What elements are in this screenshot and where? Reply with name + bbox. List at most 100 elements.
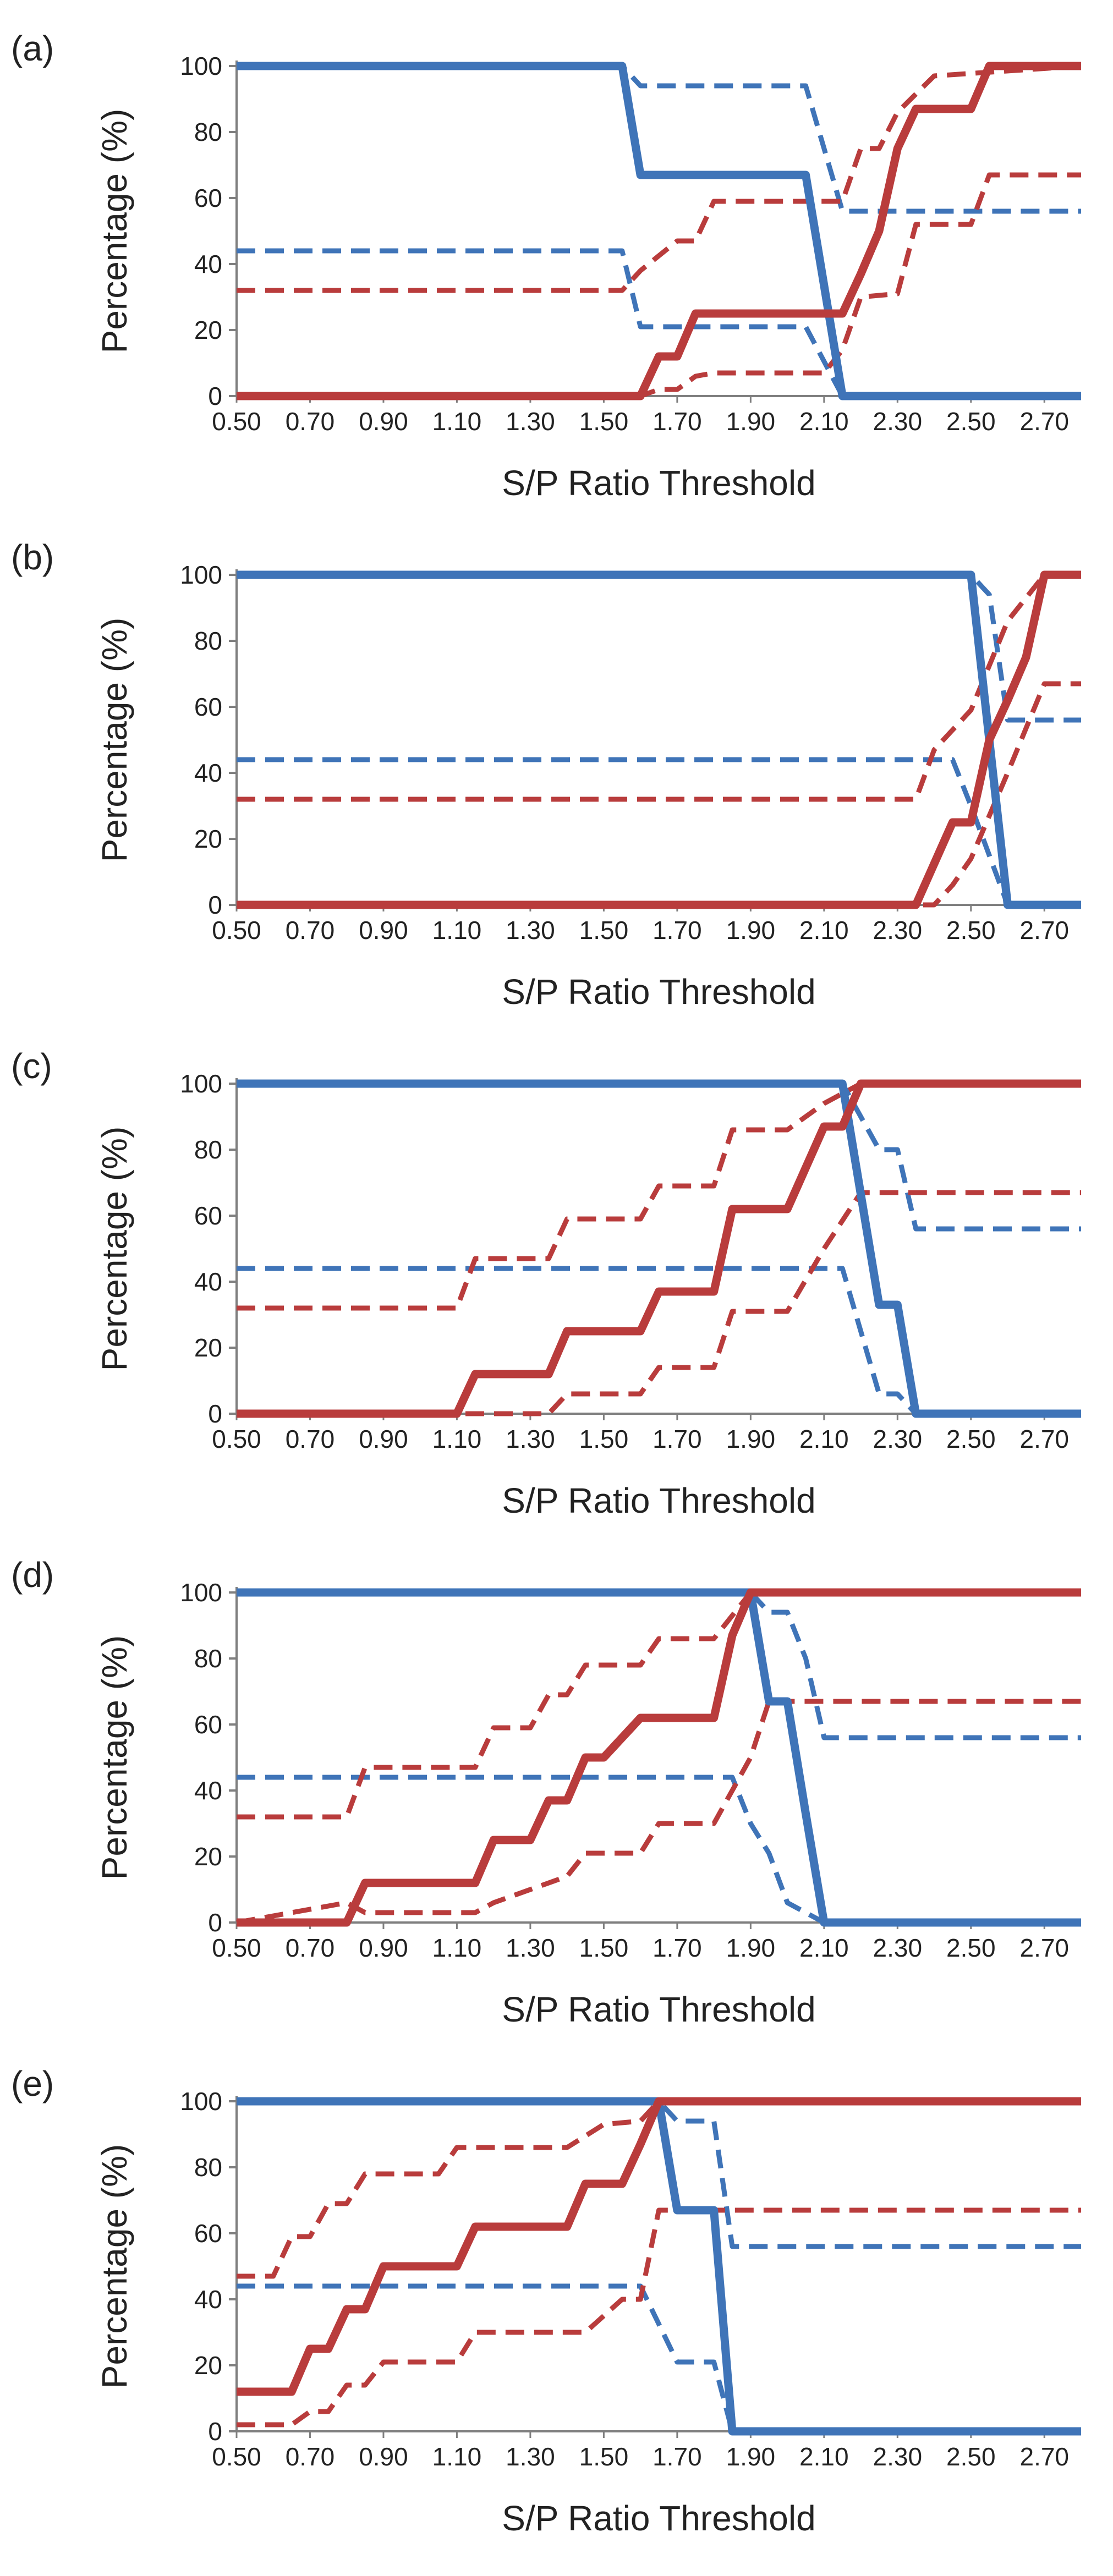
y-tick-label: 80 [194, 1135, 222, 1164]
y-tick-label: 80 [194, 118, 222, 146]
series-red-dash-upper [237, 63, 1082, 293]
y-tick-label: 0 [208, 382, 222, 410]
y-tick-label: 20 [194, 1333, 222, 1362]
x-tick-label: 2.50 [946, 1425, 996, 1453]
series-blue-solid [237, 570, 1081, 909]
x-tick-label: 1.30 [506, 916, 555, 944]
x-tick-label: 2.30 [873, 916, 923, 944]
series-red-dash-upper [237, 572, 1081, 802]
x-tick-label: 1.50 [579, 2442, 629, 2471]
x-tick-label: 2.30 [873, 407, 923, 436]
x-tick-label: 1.90 [726, 407, 776, 436]
panel-label: (e) [11, 2064, 54, 2103]
chart-panel: (d) 0 20 40 60 80 100 0.50 0.70 0.90 1.10 1.30 1.50 1… [11, 1555, 1081, 2029]
x-tick-label: 2.50 [946, 916, 996, 944]
series-red-solid [237, 2097, 1081, 2396]
series-blue-solid [237, 62, 1081, 400]
x-axis-title: S/P Ratio Threshold [502, 2498, 815, 2538]
x-tick-label: 1.50 [579, 1934, 629, 1962]
chart-panel: (b) 0 20 40 60 80 100 0.50 0.70 0.90 1.10 1.30 1.50 1… [11, 537, 1081, 1012]
y-axis-title: Percentage (%) [95, 1127, 134, 1371]
y-tick-label: 20 [194, 316, 222, 344]
series-red-solid [237, 62, 1081, 400]
series-red-dash-lower [237, 1190, 1081, 1416]
x-tick-label: 2.10 [799, 2442, 849, 2471]
panel-label: (c) [11, 1046, 52, 1086]
series-blue-dash-upper [237, 63, 1081, 214]
y-tick-label: 20 [194, 1842, 222, 1871]
series-blue-dash-lower [237, 248, 1081, 399]
y-tick-label: 60 [194, 1201, 222, 1230]
y-tick-label: 100 [180, 52, 222, 80]
x-tick-label: 0.70 [286, 1934, 335, 1962]
y-tick-label: 40 [194, 759, 222, 787]
x-tick-label: 1.30 [506, 407, 555, 436]
series-blue-solid [237, 2097, 1081, 2436]
x-tick-label: 1.30 [506, 1934, 555, 1962]
y-tick-label: 40 [194, 250, 222, 278]
series-red-dash-lower [236, 1699, 1081, 1925]
x-tick-label: 1.50 [579, 916, 629, 944]
y-tick-label: 100 [180, 1069, 222, 1098]
series-blue-dash-upper [237, 1081, 1081, 1232]
series-blue-dash-upper [237, 1590, 1081, 1740]
x-tick-label: 0.70 [286, 2442, 335, 2471]
x-tick-label: 0.90 [359, 2442, 408, 2471]
y-tick-label: 0 [208, 1908, 222, 1937]
x-tick-label: 2.10 [799, 916, 849, 944]
y-tick-label: 60 [194, 693, 222, 721]
x-tick-label: 0.90 [359, 1425, 408, 1453]
x-tick-label: 2.70 [1019, 407, 1069, 436]
series-red-dash-upper [237, 1590, 1081, 1820]
x-tick-label: 1.10 [432, 407, 482, 436]
y-tick-label: 100 [180, 1578, 222, 1607]
series-blue-dash-upper [237, 572, 1081, 723]
panel-label: (a) [11, 29, 54, 68]
x-tick-label: 1.10 [432, 1425, 482, 1453]
y-tick-label: 60 [194, 2219, 222, 2248]
y-tick-label: 40 [194, 2285, 222, 2314]
x-tick-label: 0.50 [212, 2442, 261, 2471]
x-tick-label: 1.30 [506, 1425, 555, 1453]
series-red-dash-upper [237, 1081, 1081, 1311]
series-red-solid [237, 1079, 1081, 1418]
x-tick-label: 1.50 [579, 407, 629, 436]
y-tick-label: 0 [208, 2417, 222, 2446]
y-axis-title: Percentage (%) [95, 109, 134, 354]
x-tick-label: 1.70 [653, 1934, 702, 1962]
x-tick-label: 0.50 [212, 1934, 261, 1962]
y-tick-label: 80 [194, 2153, 222, 2182]
x-tick-label: 2.50 [946, 2442, 996, 2471]
y-tick-label: 0 [208, 891, 222, 919]
series-blue-dash-lower [237, 1775, 1081, 1925]
x-tick-label: 1.70 [653, 2442, 702, 2471]
y-axis-title: Percentage (%) [95, 2144, 134, 2389]
x-tick-label: 0.70 [286, 1425, 335, 1453]
x-tick-label: 1.10 [432, 2442, 482, 2471]
x-axis-title: S/P Ratio Threshold [502, 972, 815, 1012]
x-tick-label: 2.30 [873, 2442, 923, 2471]
x-tick-label: 2.10 [799, 407, 849, 436]
x-tick-label: 0.70 [286, 407, 335, 436]
x-tick-label: 1.10 [432, 916, 482, 944]
x-tick-label: 0.90 [359, 1934, 408, 1962]
chart-panel: (c) 0 20 40 60 80 100 0.50 0.70 0.90 1.10 1.30 1.50 1… [11, 1046, 1081, 1520]
y-axis-title: Percentage (%) [95, 618, 134, 863]
x-tick-label: 1.10 [432, 1934, 482, 1962]
x-tick-label: 1.50 [579, 1425, 629, 1453]
x-axis-title: S/P Ratio Threshold [502, 463, 815, 503]
x-tick-label: 1.90 [726, 1425, 776, 1453]
x-tick-label: 2.10 [799, 1425, 849, 1453]
x-tick-label: 2.50 [946, 1934, 996, 1962]
y-axis-title: Percentage (%) [95, 1635, 134, 1880]
x-tick-label: 1.70 [653, 1425, 702, 1453]
y-tick-label: 0 [208, 1399, 222, 1428]
series-red-solid [237, 570, 1081, 909]
y-tick-label: 80 [194, 627, 222, 655]
y-tick-label: 60 [194, 184, 222, 212]
panel-label: (b) [11, 537, 54, 577]
y-tick-label: 80 [194, 1644, 222, 1673]
panel-label: (d) [11, 1555, 54, 1595]
series-blue-solid [237, 1079, 1081, 1418]
x-tick-label: 0.50 [212, 407, 261, 436]
